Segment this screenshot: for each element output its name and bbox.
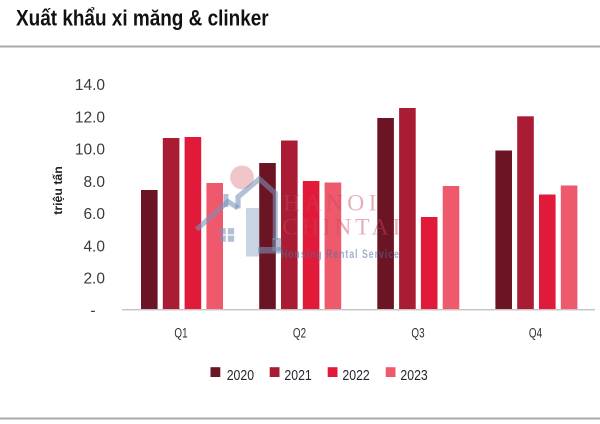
svg-text:2023: 2023 bbox=[400, 367, 428, 383]
svg-text:2.0: 2.0 bbox=[83, 271, 105, 288]
svg-text:2021: 2021 bbox=[284, 367, 311, 383]
svg-text:Q3: Q3 bbox=[411, 325, 424, 341]
svg-text:10.0: 10.0 bbox=[75, 142, 106, 159]
svg-text:CHINTAI: CHINTAI bbox=[282, 215, 400, 241]
svg-text:8.0: 8.0 bbox=[83, 174, 105, 191]
svg-text:Q4: Q4 bbox=[529, 325, 542, 341]
svg-text:2020: 2020 bbox=[227, 367, 255, 383]
svg-text:12.0: 12.0 bbox=[75, 110, 106, 127]
svg-text:14.0: 14.0 bbox=[75, 77, 106, 94]
svg-text:4.0: 4.0 bbox=[83, 239, 105, 256]
svg-text:2022: 2022 bbox=[342, 367, 369, 383]
svg-text:HANOI: HANOI bbox=[283, 190, 376, 216]
svg-text:-: - bbox=[90, 303, 95, 320]
svg-text:6.0: 6.0 bbox=[83, 206, 105, 223]
svg-text:Q2: Q2 bbox=[293, 325, 306, 341]
svg-text:Xuất khẩu xi măng & clinker: Xuất khẩu xi măng & clinker bbox=[16, 6, 269, 31]
svg-text:Q1: Q1 bbox=[174, 325, 187, 341]
svg-text:triệu tấn: triệu tấn bbox=[51, 166, 65, 215]
svg-text:Housing Rental Service: Housing Rental Service bbox=[281, 249, 400, 262]
